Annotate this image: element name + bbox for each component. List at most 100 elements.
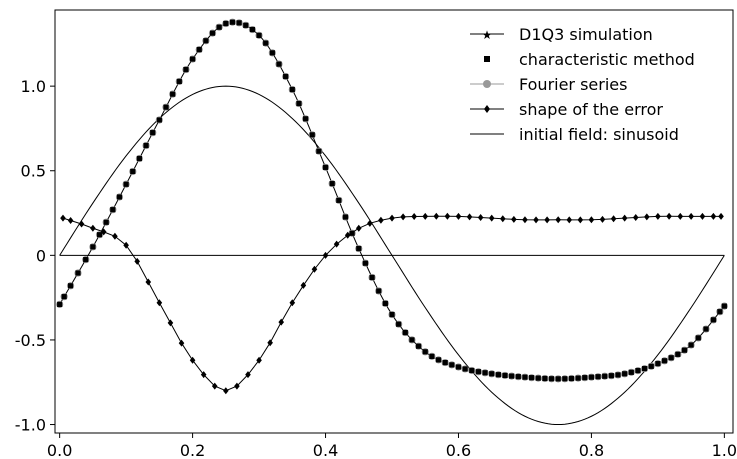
point-characteristic [110, 207, 116, 213]
point-characteristic [622, 371, 628, 377]
plot-frame [54, 9, 734, 434]
point-error [411, 213, 417, 221]
point-error [90, 224, 96, 232]
legend-entry-error: shape of the error [470, 100, 663, 119]
point-error [566, 216, 573, 224]
point-error [378, 216, 384, 224]
point-error [189, 356, 196, 364]
point-error [655, 212, 661, 220]
point-characteristic [602, 373, 608, 379]
point-error [710, 212, 717, 220]
point-characteristic [528, 375, 535, 381]
point-characteristic [336, 197, 342, 203]
point-characteristic [515, 374, 521, 380]
point-characteristic [695, 335, 701, 341]
point-characteristic [688, 342, 694, 348]
point-characteristic [116, 194, 123, 200]
series-layer [56, 18, 728, 426]
point-characteristic [61, 294, 67, 300]
ticks-layer: 0.0 0.2 0.4 0.6 0.8 1.0 1.0 0.5 0 -0.5 -1.0 [15, 77, 737, 459]
point-error [156, 299, 163, 307]
point-error [67, 216, 74, 224]
point-characteristic [402, 329, 408, 336]
point-characteristic [469, 367, 475, 374]
point-characteristic [349, 230, 355, 236]
point-characteristic [582, 375, 588, 381]
point-characteristic [555, 376, 561, 382]
point-error [167, 319, 174, 327]
point-characteristic [628, 369, 634, 375]
point-error [78, 220, 85, 228]
point-error [555, 216, 561, 224]
legend-marker-square [484, 56, 490, 62]
point-characteristic [668, 355, 674, 361]
point-error [610, 215, 617, 223]
point-error [522, 216, 528, 224]
point-characteristic [495, 372, 501, 378]
point-characteristic [415, 343, 422, 349]
point-characteristic [482, 370, 488, 376]
point-characteristic [376, 288, 382, 294]
point-characteristic [635, 368, 641, 374]
point-characteristic [429, 353, 435, 359]
point-characteristic [568, 375, 575, 382]
point-characteristic [289, 86, 295, 93]
point-error [499, 215, 506, 223]
point-characteristic [103, 219, 109, 225]
point-characteristic [170, 91, 176, 97]
point-error [677, 212, 684, 220]
point-error [367, 219, 373, 227]
point-characteristic [641, 366, 648, 372]
point-characteristic [296, 100, 302, 107]
point-characteristic [717, 309, 723, 315]
point-error [278, 318, 285, 326]
legend-label-initial: initial field: sinusoid [519, 125, 679, 144]
point-characteristic [655, 361, 661, 367]
point-characteristic [455, 364, 462, 370]
point-characteristic [562, 376, 568, 382]
point-error [223, 387, 229, 395]
point-error [599, 215, 606, 223]
point-characteristic [588, 374, 595, 380]
series-error-line [62, 215, 722, 392]
legend-label-characteristic: characteristic method [519, 50, 695, 69]
point-characteristic [548, 376, 555, 382]
y-tick-label: -1.0 [15, 416, 46, 435]
point-characteristic [502, 372, 508, 379]
legend-label-fourier: Fourier series [519, 75, 627, 94]
point-error [145, 278, 152, 286]
point-characteristic [509, 373, 515, 379]
point-error [123, 241, 129, 249]
point-characteristic [189, 56, 196, 62]
point-characteristic [681, 347, 688, 353]
point-characteristic [249, 26, 256, 33]
point-error [234, 382, 240, 390]
point-error [666, 212, 672, 220]
point-characteristic [648, 363, 654, 369]
point-error [300, 281, 307, 289]
x-tick-label: 1.0 [712, 441, 737, 459]
point-error [488, 214, 495, 222]
point-characteristic [489, 371, 495, 377]
point-error [289, 299, 296, 307]
point-characteristic [67, 283, 74, 289]
legend-label-d1q3: D1Q3 simulation [519, 25, 653, 44]
point-error [644, 213, 650, 221]
point-characteristic [409, 337, 415, 343]
point-characteristic [223, 20, 229, 27]
point-characteristic [356, 245, 362, 252]
point-error [621, 214, 628, 222]
point-characteristic [542, 375, 548, 382]
point-error [632, 213, 639, 221]
point-characteristic [442, 359, 448, 366]
point-characteristic [216, 24, 222, 30]
point-error [267, 339, 273, 347]
point-error [333, 240, 340, 248]
point-characteristic [322, 164, 329, 170]
point-characteristic [422, 349, 428, 355]
legend-marker-star: ★ [482, 28, 493, 42]
x-tick-label: 0.2 [180, 441, 205, 459]
point-characteristic [163, 104, 169, 110]
point-characteristic [123, 181, 129, 187]
point-error [211, 382, 218, 390]
